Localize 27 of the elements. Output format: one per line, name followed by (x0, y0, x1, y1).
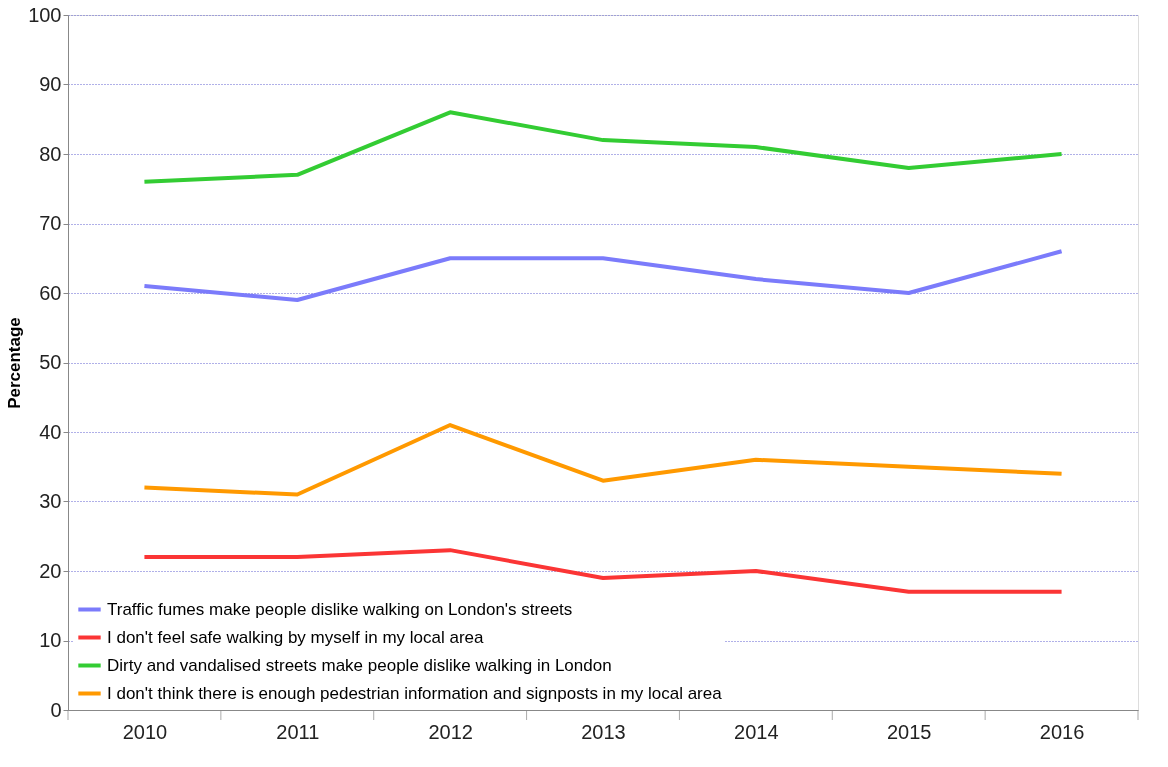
y-tick-label: 10 (39, 629, 62, 651)
y-tick-label: 40 (39, 420, 62, 443)
x-tick-label: 2014 (734, 720, 779, 743)
line-series (142, 249, 1064, 302)
line-series (142, 423, 1064, 497)
y-axis-title: Percentage (5, 317, 25, 409)
y-tick-label: 70 (39, 212, 62, 234)
x-tick-label: 2016 (1039, 720, 1085, 743)
x-tick-label: 2012 (428, 720, 473, 743)
line-series (142, 548, 1064, 594)
line-series (142, 110, 1064, 184)
legend-label: I don't feel safe walking by myself in my local area (107, 627, 485, 647)
y-tick-label: 0 (50, 698, 62, 721)
x-tick-label: 2015 (886, 720, 932, 743)
y-tick-label: 100 (28, 3, 62, 26)
x-tick-label: 2011 (276, 720, 320, 743)
y-tick-label: 80 (39, 142, 62, 165)
legend-label: Traffic fumes make people dislike walking on London's streets (107, 599, 573, 619)
y-tick-label: 60 (39, 281, 62, 304)
legend-label: Dirty and vandalised streets make people dislike walking in London (107, 655, 612, 675)
y-tick-label: 20 (39, 559, 62, 582)
legend-label: I don't think there is enough pedestrian information and signposts in my local area (107, 683, 723, 703)
x-tick-label: 2013 (581, 720, 626, 743)
y-tick-label: 50 (39, 351, 62, 373)
y-tick-label: 90 (39, 73, 62, 95)
y-tick-label: 30 (39, 490, 62, 512)
x-tick-label: 2010 (122, 720, 168, 743)
